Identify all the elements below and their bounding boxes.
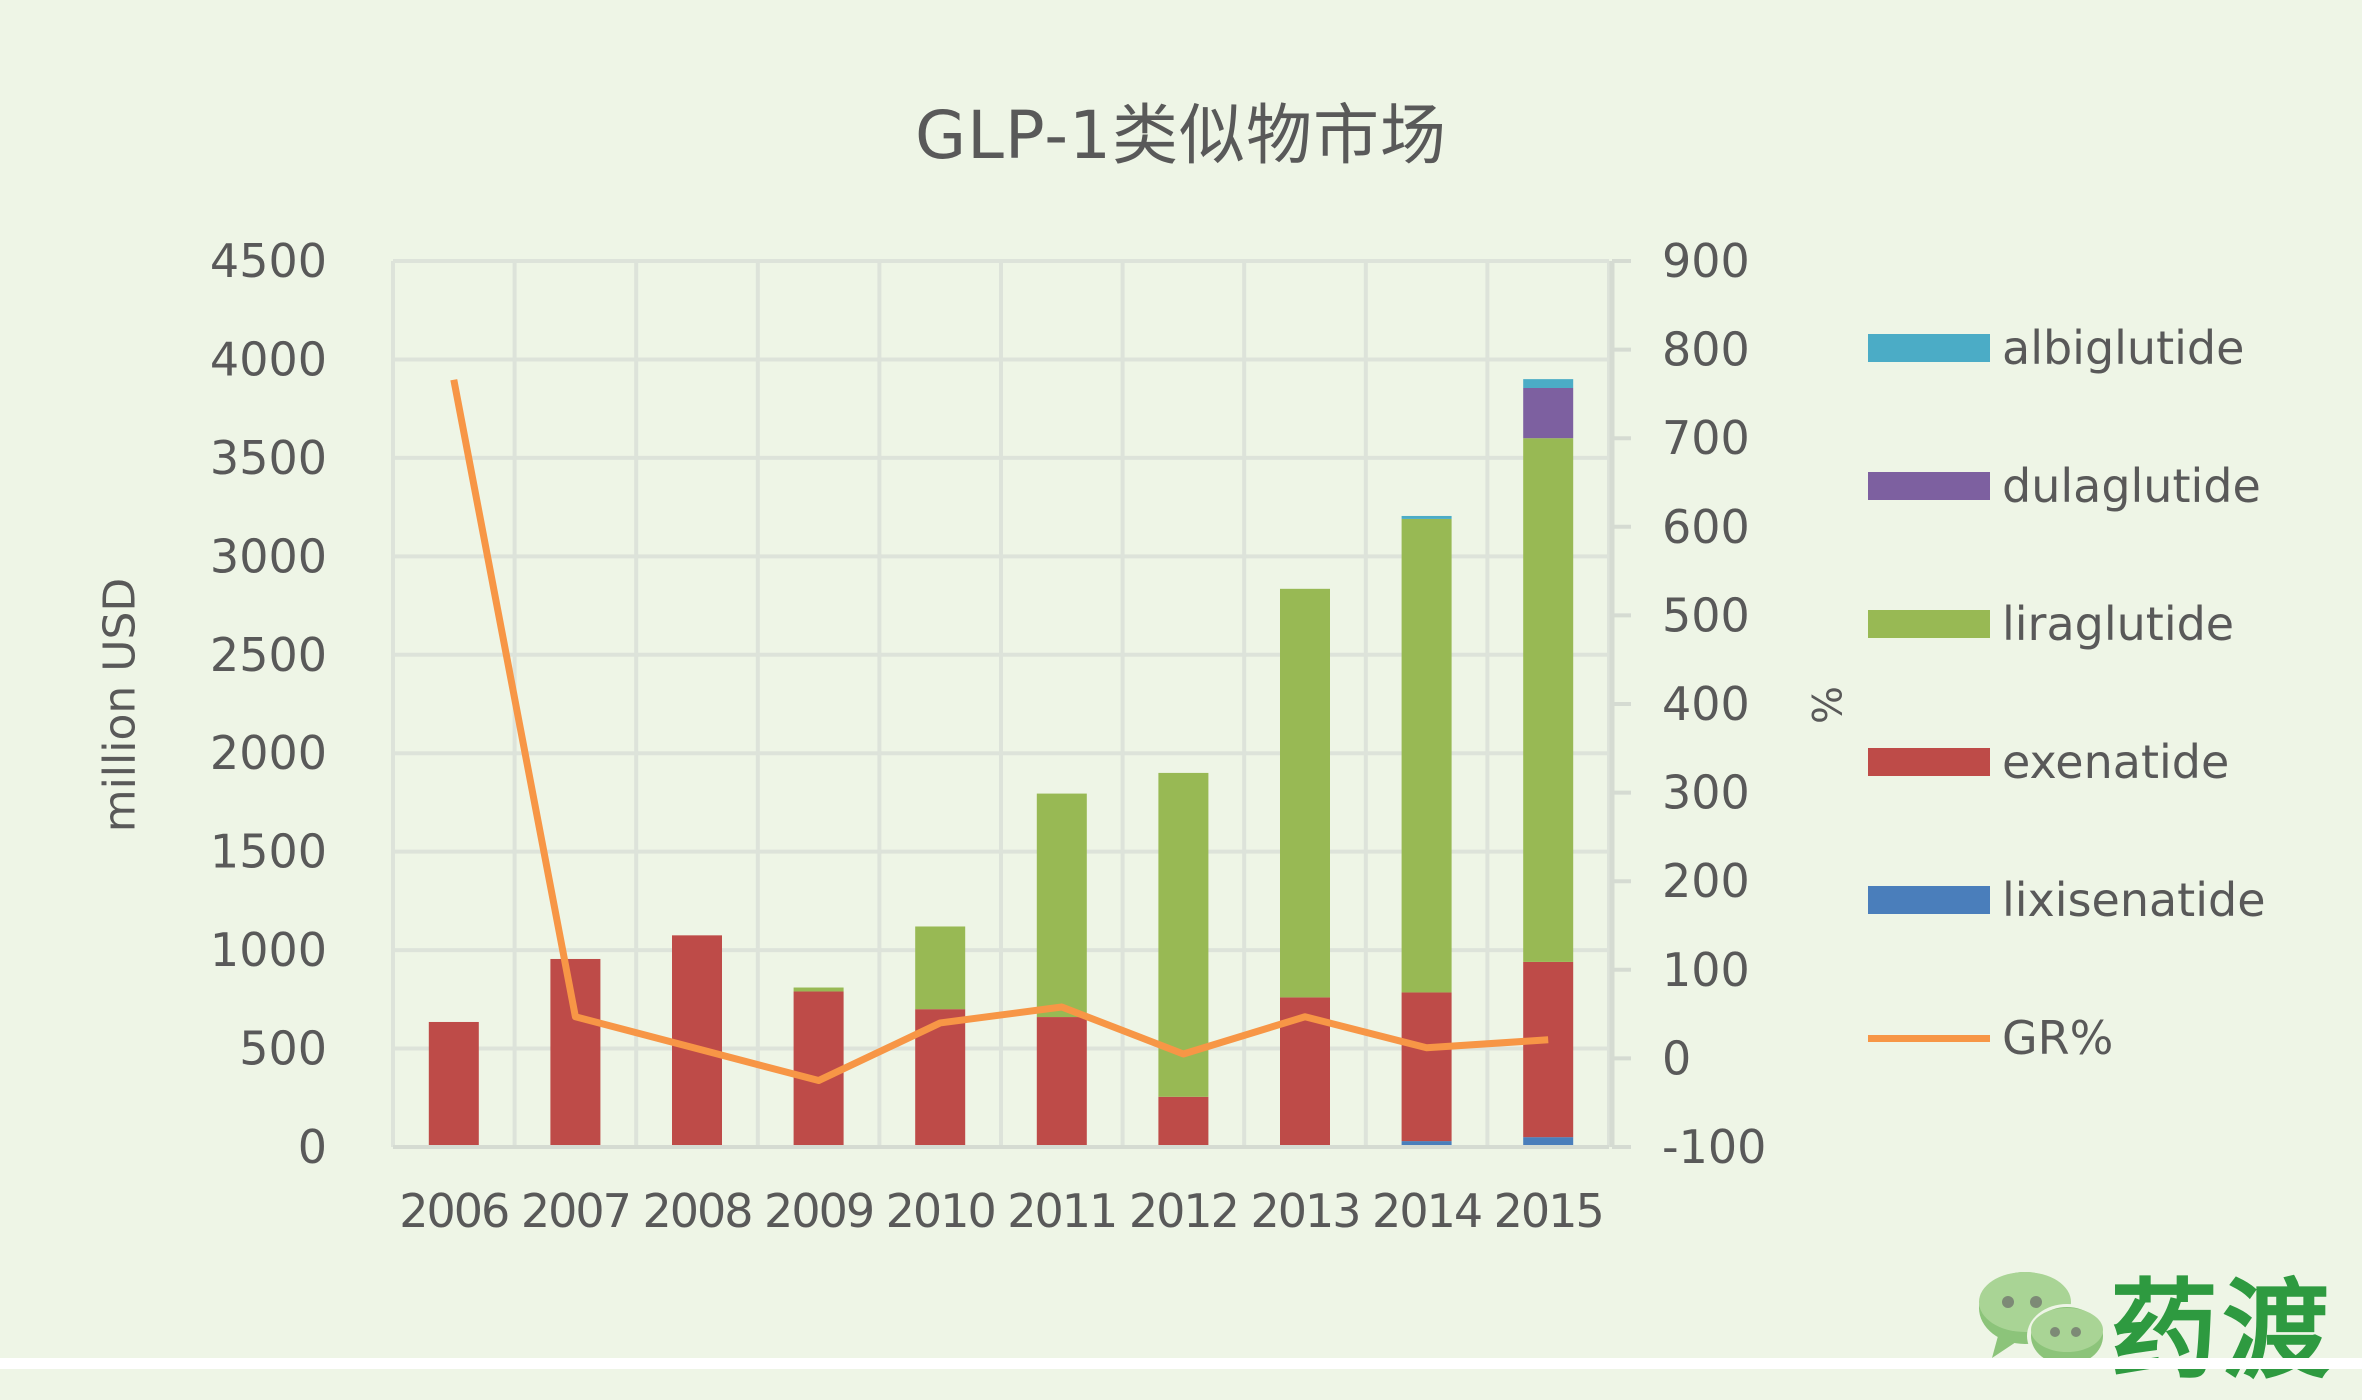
y-tick-label: 500: [239, 1022, 327, 1076]
y2-tick-label: 800: [1662, 323, 1750, 377]
bar-segment-dulaglutide: [1523, 387, 1574, 439]
x-tick-label: 2007: [521, 1184, 630, 1238]
y2-tick-label: 400: [1662, 677, 1750, 731]
legend-item-gr: GR%: [1868, 1008, 2113, 1068]
bar-segment-lixisenatide: [1523, 1137, 1574, 1147]
chart-title: GLP-1类似物市场: [914, 97, 1448, 174]
bar-segment-liraglutide: [1036, 793, 1087, 1018]
x-tick-label: 2014: [1372, 1184, 1481, 1238]
x-tick-label: 2013: [1250, 1184, 1359, 1238]
watermark-text: 药渡: [2110, 1269, 2335, 1394]
legend-swatch: [1868, 1034, 1990, 1042]
legend-label: GR%: [2002, 1011, 2114, 1065]
y2-tick-label: 700: [1662, 411, 1750, 465]
legend-swatch: [1868, 610, 1990, 638]
x-tick-label: 2015: [1494, 1184, 1603, 1238]
bar-segment-exenatide: [428, 1021, 479, 1147]
y2-tick-label: 300: [1662, 766, 1750, 820]
legend-item-lixisenatide: lixisenatide: [1868, 870, 2266, 930]
y2-tick-label: 0: [1662, 1031, 1691, 1085]
chart-plot-area: 050010001500200025003000350040004500-100…: [210, 234, 1766, 1238]
bar-segment-lixisenatide: [1401, 1141, 1452, 1147]
y-tick-label: 3000: [210, 529, 327, 583]
y2-tick-label: 100: [1662, 943, 1750, 997]
wechat-chat-bubbles-icon: [1979, 1272, 2107, 1369]
legend-item-exenatide: exenatide: [1868, 732, 2229, 792]
y-tick-label: 2500: [210, 628, 327, 682]
x-tick-label: 2009: [764, 1184, 873, 1238]
legend-item-albiglutide: albiglutide: [1868, 318, 2244, 378]
bottom-strip: [0, 1358, 2362, 1369]
y-tick-label: 2000: [210, 726, 327, 780]
y2-tick-label: 500: [1662, 588, 1750, 642]
legend-label: exenatide: [2002, 735, 2230, 789]
y2-tick-label: 200: [1662, 854, 1750, 908]
legend-label: dulaglutide: [2002, 459, 2261, 513]
bar-segment-albiglutide: [1523, 379, 1574, 388]
bar-segment-exenatide: [1036, 1017, 1087, 1147]
bar-segment-exenatide: [1158, 1096, 1209, 1147]
y-axis-label: million USD: [94, 577, 146, 833]
y2-tick-label: 600: [1662, 500, 1750, 554]
x-tick-label: 2006: [399, 1184, 508, 1238]
y2-axis-label: %: [1802, 685, 1848, 725]
bar-segment-liraglutide: [915, 926, 966, 1010]
legend-item-liraglutide: liraglutide: [1868, 594, 2234, 654]
y-tick-label: 1500: [210, 825, 327, 879]
x-tick-label: 2012: [1129, 1184, 1238, 1238]
x-tick-label: 2011: [1007, 1184, 1116, 1238]
legend-label: albiglutide: [2002, 321, 2245, 375]
bar-segment-liraglutide: [1401, 518, 1452, 993]
y-tick-label: 3500: [210, 431, 327, 485]
bar-segment-exenatide: [550, 958, 601, 1147]
bar-segment-albiglutide: [1401, 515, 1452, 519]
legend-swatch: [1868, 886, 1990, 914]
y-tick-label: 1000: [210, 923, 327, 977]
y-tick-label: 4500: [210, 234, 327, 288]
legend-label: lixisenatide: [2002, 873, 2266, 927]
bar-segment-exenatide: [1401, 992, 1452, 1142]
bar-segment-liraglutide: [1523, 438, 1574, 962]
bar-segment-liraglutide: [1158, 772, 1209, 1097]
x-tick-label: 2008: [642, 1184, 751, 1238]
legend-swatch: [1868, 748, 1990, 776]
legend-label: liraglutide: [2002, 597, 2235, 651]
line-series-gr: [450, 379, 1549, 1085]
legend-swatch: [1868, 334, 1990, 362]
legend-swatch: [1868, 472, 1990, 500]
watermark-logo: 药渡: [1970, 1258, 2350, 1394]
y2-tick-label: -100: [1662, 1120, 1766, 1174]
y-tick-label: 0: [298, 1120, 327, 1174]
bar-segment-liraglutide: [1280, 588, 1330, 998]
bar-segment-liraglutide: [793, 987, 844, 992]
bar-segment-exenatide: [1523, 961, 1574, 1138]
x-tick-label: 2010: [886, 1184, 995, 1238]
y-tick-label: 4000: [210, 332, 327, 386]
legend-item-dulaglutide: dulaglutide: [1868, 456, 2261, 516]
y2-tick-label: 900: [1662, 234, 1750, 288]
